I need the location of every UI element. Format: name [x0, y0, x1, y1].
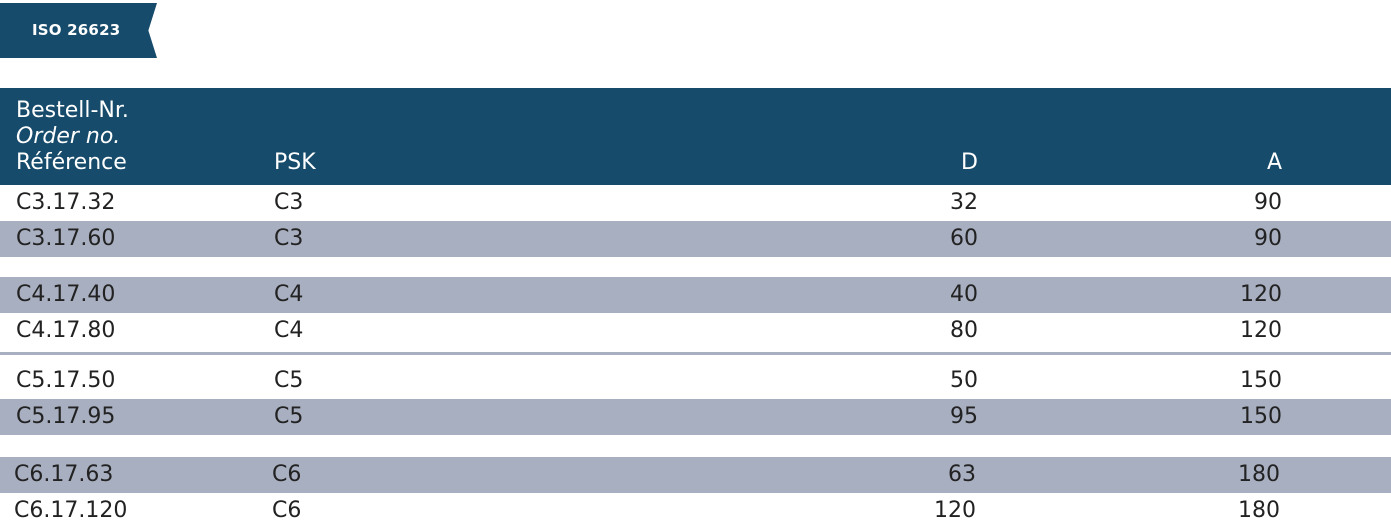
d-header: D: [961, 150, 978, 175]
a-header: A: [1266, 150, 1282, 175]
psk-cell: C4: [274, 318, 304, 343]
d-cell: 32: [950, 190, 978, 215]
psk-cell: C3: [274, 226, 304, 251]
d-cell: 63: [948, 462, 976, 487]
d-cell: 80: [950, 318, 978, 343]
group-divider: [0, 352, 1391, 355]
a-cell: 180: [1238, 498, 1280, 523]
order-number-cell: C5.17.50: [16, 368, 116, 393]
psk-cell: C6: [272, 498, 302, 523]
order-number-header: Bestell-Nr. Order no. Référence: [16, 98, 129, 176]
order-number-cell: C6.17.120: [14, 498, 128, 523]
psk-cell: C6: [272, 462, 302, 487]
a-cell: 90: [1254, 190, 1282, 215]
order-number-cell: C4.17.40: [16, 282, 116, 307]
d-cell: 120: [934, 498, 976, 523]
psk-cell: C5: [274, 368, 304, 393]
order-number-cell: C6.17.63: [14, 462, 114, 487]
order-number-cell: C3.17.32: [16, 190, 116, 215]
psk-cell: C3: [274, 190, 304, 215]
order-number-cell: C3.17.60: [16, 226, 116, 251]
table-header: Bestell-Nr. Order no. Référence PSK D A: [0, 88, 1391, 185]
d-cell: 50: [950, 368, 978, 393]
table-row: C3.17.32 C3 32 90: [0, 185, 1391, 221]
table-row: C3.17.60 C3 60 90: [0, 221, 1391, 257]
table-row: C4.17.80 C4 80 120: [0, 313, 1391, 349]
order-number-cell: C4.17.80: [16, 318, 116, 343]
d-cell: 40: [950, 282, 978, 307]
d-cell: 95: [950, 404, 978, 429]
psk-cell: C5: [274, 404, 304, 429]
psk-header: PSK: [274, 150, 316, 175]
a-cell: 120: [1240, 318, 1282, 343]
header-label-de: Bestell-Nr.: [16, 98, 129, 123]
a-cell: 90: [1254, 226, 1282, 251]
table-row: C5.17.50 C5 50 150: [0, 363, 1391, 399]
a-cell: 180: [1238, 462, 1280, 487]
a-cell: 120: [1240, 282, 1282, 307]
table-row: C6.17.63 C6 63 180: [0, 457, 1391, 493]
a-cell: 150: [1240, 368, 1282, 393]
table-row: C4.17.40 C4 40 120: [0, 277, 1391, 313]
d-cell: 60: [950, 226, 978, 251]
psk-cell: C4: [274, 282, 304, 307]
a-cell: 150: [1240, 404, 1282, 429]
header-label-en: Order no.: [16, 124, 121, 149]
iso-badge: ISO 26623: [0, 3, 157, 58]
table-row: C5.17.95 C5 95 150: [0, 399, 1391, 435]
table-row: C6.17.120 C6 120 180: [0, 493, 1391, 529]
order-number-cell: C5.17.95: [16, 404, 116, 429]
header-label-fr: Référence: [16, 150, 127, 175]
